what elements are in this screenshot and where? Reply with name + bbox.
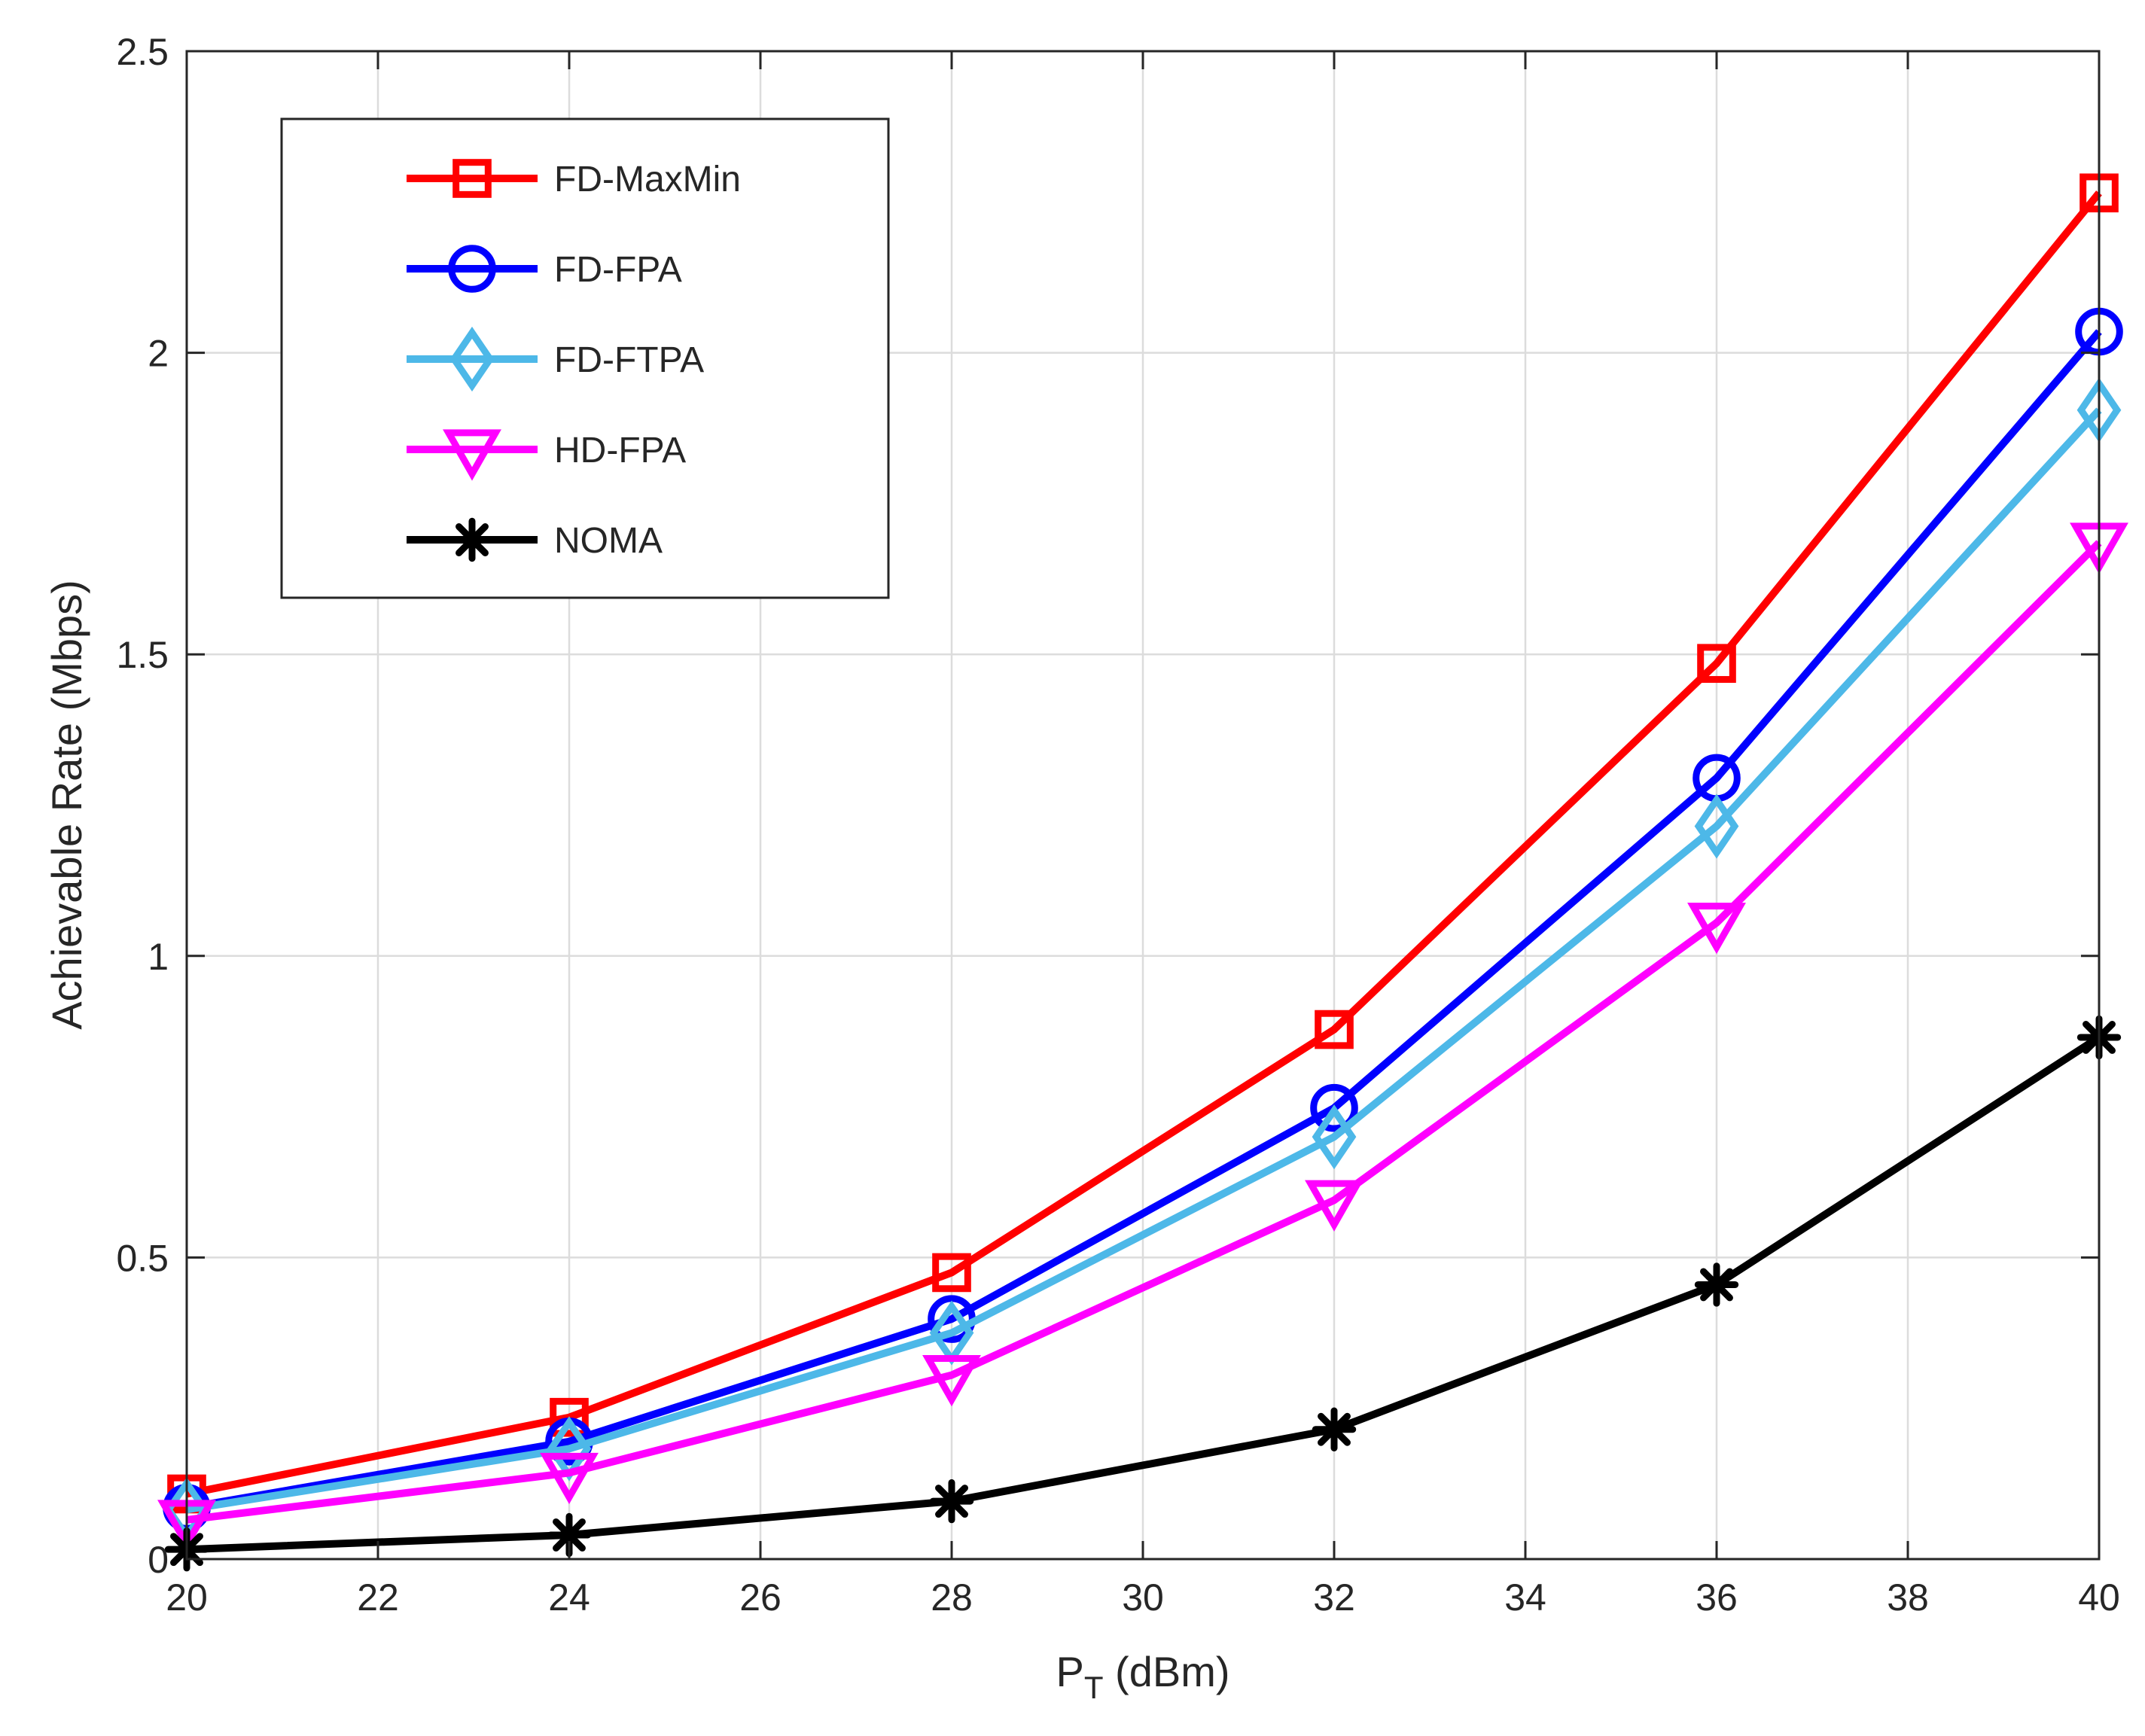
asterisk-center [561,1526,577,1543]
series-group [157,173,2128,1572]
legend-item-noma: NOMA [407,517,663,562]
legend-box [280,117,890,599]
series-line-noma [186,1034,2101,1554]
data-point-noma [929,1479,974,1524]
legend-label-fd-fpa: FD-FPA [554,250,682,290]
data-point-fd-maxmin [550,1397,589,1437]
x-tick-label: 32 [1313,1576,1355,1619]
x-tick-label: 30 [1122,1576,1164,1619]
legend-item-fd-fpa: FD-FPA [407,245,682,293]
legend-items: FD-MaxMin FD-FPA FD-FTPA HD-FPA NOMA [407,159,741,562]
y-tick-label: 2 [148,333,169,375]
x-axis-title-unit: (dBm) [1104,1648,1230,1695]
x-tick-label: 38 [1887,1576,1929,1619]
x-tick-label: 26 [739,1576,782,1619]
asterisk-center [943,1493,960,1510]
data-point-fd-maxmin [932,1253,971,1293]
x-axis-title-subscript: T [1084,1670,1104,1705]
x-tick-label: 28 [931,1576,973,1619]
x-axis-title-main: P [1056,1648,1083,1695]
tick-labels: 20 22 24 26 28 30 32 34 36 38 40 0 0.5 1 1.5 2 2.5 [116,31,2119,1619]
legend-marker-noma [449,517,495,562]
series-line-fd-fpa [186,329,2102,1512]
series-line-hd-fpa [186,540,2102,1524]
series-line-fd-maxmin [186,190,2102,1498]
ticks [185,50,2101,1561]
data-point-hd-fpa [1687,903,1746,955]
y-tick-label: 2.5 [116,31,169,73]
asterisk-center [464,531,480,548]
asterisk-center [1326,1421,1342,1438]
legend-marker-hd-fpa [443,429,501,481]
data-point-fd-fpa [1310,1083,1358,1132]
legend-marker-fd-ftpa [449,326,495,392]
x-tick-label: 34 [1504,1576,1546,1619]
legend-item-fd-maxmin: FD-MaxMin [407,159,741,199]
legend-marker-fd-maxmin [452,159,492,198]
x-axis-title: PT (dBm) [1056,1648,1229,1705]
legend-label-fd-ftpa: FD-FTPA [554,340,704,380]
data-point-fd-maxmin [1315,1010,1354,1049]
legend-marker-fd-fpa [448,245,496,293]
legend-item-hd-fpa: HD-FPA [407,429,686,481]
y-tick-label: 0.5 [116,1237,169,1279]
legend: FD-MaxMin FD-FPA FD-FTPA HD-FPA NOMA [280,117,890,599]
data-point-hd-fpa [922,1355,981,1407]
series-line-fd-ftpa [186,407,2102,1514]
x-tick-label: 24 [548,1576,590,1619]
y-tick-label: 1 [148,936,169,978]
legend-label-hd-fpa: HD-FPA [554,431,686,471]
data-point-hd-fpa [1305,1180,1363,1232]
y-tick-label: 0 [148,1539,169,1581]
legend-item-fd-ftpa: FD-FTPA [407,326,704,392]
y-tick-label: 1.5 [116,634,169,676]
data-point-fd-maxmin [1697,644,1736,684]
data-point-hd-fpa [540,1452,599,1504]
x-tick-label: 22 [357,1576,399,1619]
data-point-noma [1312,1407,1357,1451]
data-point-fd-ftpa [1312,1104,1357,1170]
y-axis-title: Achievable Rate (Mbps) [43,580,90,1030]
asterisk-center [1708,1276,1725,1293]
x-tick-label: 40 [2078,1576,2120,1619]
legend-label-noma: NOMA [554,521,663,561]
data-point-noma [1694,1262,1739,1307]
legend-label-fd-maxmin: FD-MaxMin [554,160,741,199]
data-point-fd-ftpa [1694,793,1739,859]
x-tick-label: 36 [1696,1576,1738,1619]
x-tick-label: 20 [166,1576,208,1619]
